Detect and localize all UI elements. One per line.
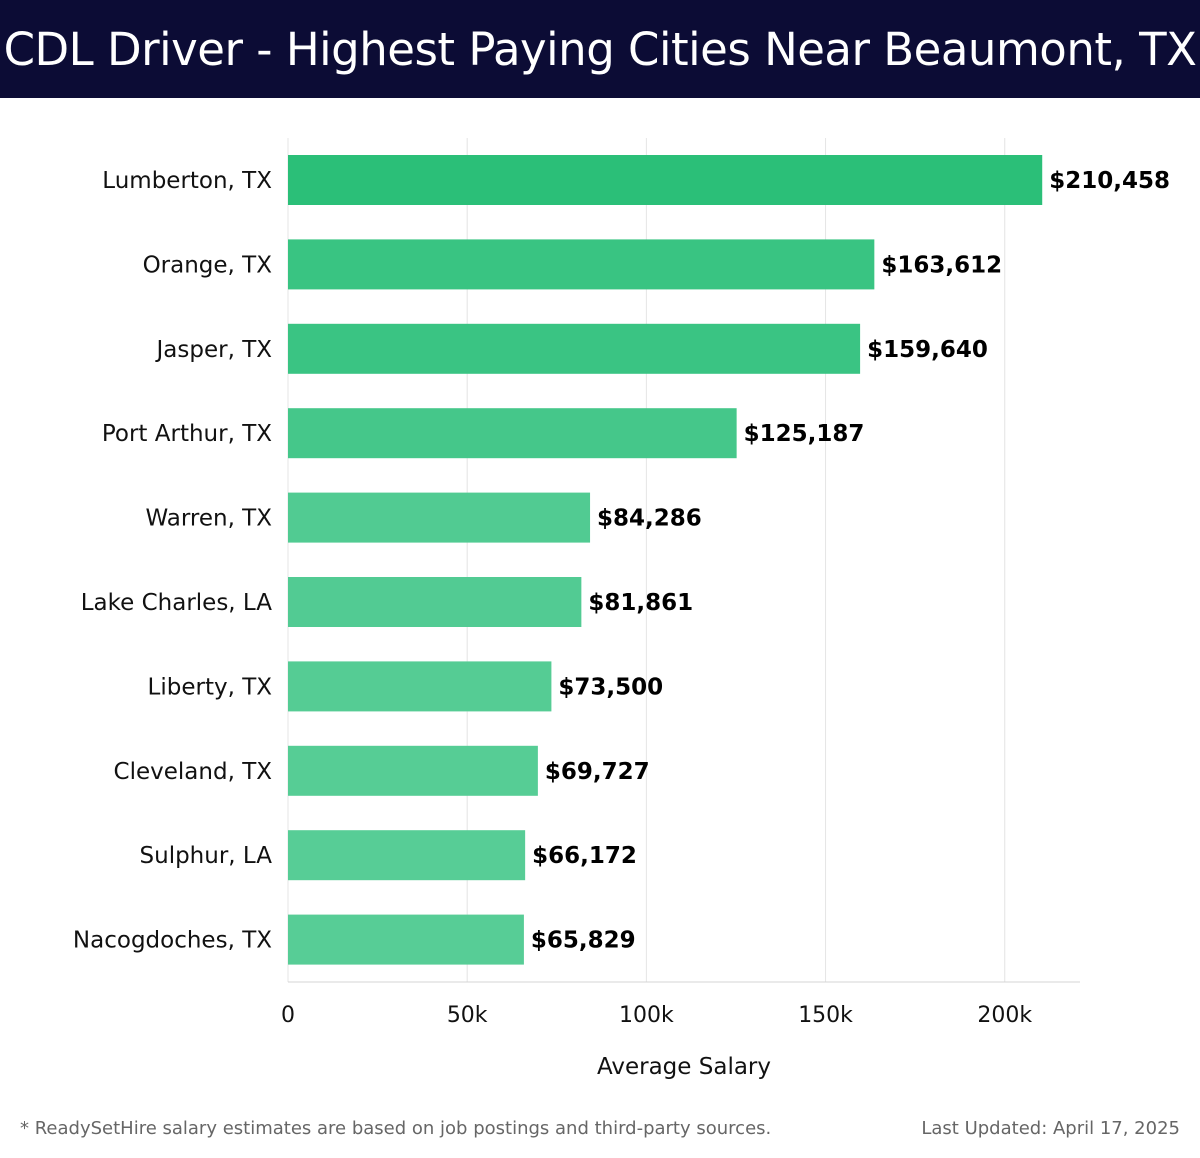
value-labels: $210,458 $163,612 $159,640 $125,187 $84,286 $… [531,168,1170,954]
value-label: $159,640 [867,337,988,363]
category-label: Lake Charles, LA [81,590,273,616]
x-tick-label: 100k [619,1003,674,1028]
value-label: $81,861 [588,590,693,616]
category-label: Jasper, TX [155,337,273,363]
footer-note: * ReadySetHire salary estimates are base… [20,1118,772,1139]
x-tick-label: 200k [977,1003,1032,1028]
x-tick-label: 150k [798,1003,853,1028]
category-label: Warren, TX [145,506,272,532]
x-axis-title: Average Salary [597,1054,771,1080]
bar [288,408,737,459]
bar [288,745,538,796]
category-label: Liberty, TX [148,674,273,700]
bar [288,830,526,881]
page-title: CDL Driver - Highest Paying Cities Near … [3,22,1197,76]
last-updated: Last Updated: April 17, 2025 [921,1118,1180,1139]
bar [288,914,524,965]
bar [288,155,1043,205]
x-axis: 0 50k 100k 150k 200k Average Salary [281,981,1080,1080]
value-label: $125,187 [744,421,865,447]
bars [288,155,1043,965]
value-label: $210,458 [1049,168,1170,194]
bar [288,239,875,290]
category-label: Sulphur, LA [140,843,273,869]
title-bar: CDL Driver - Highest Paying Cities Near … [0,0,1200,98]
bar [288,492,591,543]
bar [288,323,861,374]
bar [288,661,552,712]
value-label: $73,500 [558,674,663,700]
x-tick-label: 50k [447,1003,488,1028]
bar [288,577,582,627]
value-label: $84,286 [597,506,702,532]
category-label: Nacogdoches, TX [73,928,272,954]
value-label: $66,172 [532,843,637,869]
category-labels: Lumberton, TX Orange, TX Jasper, TX Port Ar… [73,168,272,954]
value-label: $69,727 [545,759,650,785]
bar-chart: Lumberton, TX Orange, TX Jasper, TX Port Ar… [73,138,1170,1080]
category-label: Port Arthur, TX [102,421,272,447]
x-tick-label: 0 [281,1003,295,1028]
value-label: $163,612 [881,252,1002,278]
value-label: $65,829 [531,928,636,954]
category-label: Lumberton, TX [102,168,272,194]
category-label: Orange, TX [143,252,273,278]
category-label: Cleveland, TX [114,759,273,785]
